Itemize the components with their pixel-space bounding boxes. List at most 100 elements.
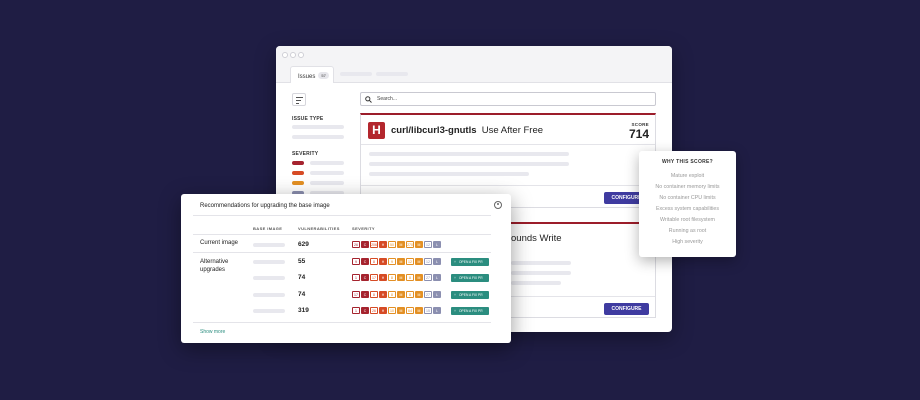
issue-title: curl/libcurl3-gnutls Use After Free	[391, 125, 543, 136]
severity-high-swatch[interactable]	[292, 171, 304, 175]
severity-chip: C	[361, 274, 369, 281]
open-fix-pr-label: OPEN A FIX PR	[458, 308, 483, 313]
issue-type-label: ISSUE TYPE	[292, 116, 324, 122]
popup-title: WHY THIS SCORE?	[661, 159, 714, 165]
pull-request-icon: ⑂	[454, 275, 456, 280]
severity-chip: M	[415, 307, 423, 314]
tab-issues[interactable]: Issues 57	[290, 66, 334, 83]
pull-request-icon: ⑂	[454, 308, 456, 313]
severity-chip: L	[433, 241, 441, 248]
severity-label: SEVERITY	[292, 151, 319, 157]
placeholder-line	[369, 172, 529, 176]
table-divider	[193, 322, 491, 323]
severity-chip: C	[361, 241, 369, 248]
severity-chip: 17	[352, 291, 360, 298]
window-titlebar	[276, 46, 672, 64]
severity-chip: L	[433, 307, 441, 314]
issue-type-option[interactable]	[292, 125, 344, 129]
severity-chip: 8	[370, 291, 378, 298]
vulnerability-count: 629	[298, 241, 309, 248]
vulnerability-count: 319	[298, 307, 309, 314]
severity-chip: 27	[424, 274, 432, 281]
issue-type-option[interactable]	[292, 135, 344, 139]
severity-critical-swatch[interactable]	[292, 161, 304, 165]
severity-chip: 1	[352, 307, 360, 314]
issue-card[interactable]: H curl/libcurl3-gnutls Use After Free SC…	[360, 113, 656, 208]
placeholder-line	[369, 152, 569, 156]
severity-chip: H	[379, 307, 387, 314]
severity-option[interactable]	[310, 191, 344, 195]
user-icon[interactable]	[494, 201, 502, 209]
base-image-recommendations-panel: Recommendations for upgrading the base i…	[181, 194, 511, 343]
score-reason: High severity	[672, 239, 703, 245]
severity-chip: 8	[370, 258, 378, 265]
severity-chip: L	[433, 274, 441, 281]
severity-chip: 17	[370, 274, 378, 281]
severity-chip: 50	[388, 241, 396, 248]
configure-button[interactable]: CONFIGURE	[604, 192, 649, 204]
open-fix-pr-button[interactable]: ⑂ OPEN A FIX PR	[451, 273, 489, 282]
window-minimize-dot[interactable]	[290, 52, 296, 58]
open-fix-pr-label: OPEN A FIX PR	[458, 259, 483, 264]
severity-chip: C	[361, 307, 369, 314]
filter-button[interactable]	[292, 93, 306, 106]
severity-chip: M	[415, 258, 423, 265]
severity-chip: 10	[388, 307, 396, 314]
severity-chip: H	[379, 291, 387, 298]
configure-button[interactable]: CONFIGURE	[604, 303, 649, 315]
base-image-name	[253, 276, 285, 280]
severity-chip: 8	[406, 274, 414, 281]
placeholder-line	[511, 271, 571, 275]
severity-chip: M	[397, 258, 405, 265]
base-image-name	[253, 260, 285, 264]
placeholder-line	[369, 162, 569, 166]
search-placeholder: Search...	[377, 96, 398, 102]
placeholder-line	[511, 261, 571, 265]
issue-type: ounds Write	[511, 233, 562, 244]
open-fix-pr-label: OPEN A FIX PR	[458, 275, 483, 280]
package-name: curl/libcurl3-gnutls	[391, 125, 477, 136]
severity-chip: M	[397, 274, 405, 281]
severity-option[interactable]	[310, 181, 344, 185]
show-more-link[interactable]: Show more	[200, 329, 226, 335]
severity-chip: 8	[406, 291, 414, 298]
score-reason: Writable root filesystem	[660, 217, 715, 223]
severity-chip: 26	[352, 241, 360, 248]
severity-chip: M	[397, 307, 405, 314]
search-input[interactable]: Search...	[360, 92, 656, 106]
severity-option[interactable]	[310, 171, 344, 175]
base-image-name	[253, 309, 285, 313]
severity-chip: M	[397, 291, 405, 298]
severity-chip: 9	[352, 258, 360, 265]
why-this-score-popup: WHY THIS SCORE? Mature exploit No contai…	[639, 151, 736, 257]
severity-chip: 9	[388, 258, 396, 265]
open-fix-pr-button[interactable]: ⑂ OPEN A FIX PR	[451, 306, 489, 315]
window-maximize-dot[interactable]	[298, 52, 304, 58]
severity-chip: 8	[388, 291, 396, 298]
score-label: SCORE	[631, 122, 649, 127]
table-divider	[193, 234, 491, 235]
open-fix-pr-button[interactable]: ⑂ OPEN A FIX PR	[451, 290, 489, 299]
severity-chip: C	[361, 291, 369, 298]
severity-low-swatch[interactable]	[292, 191, 304, 195]
placeholder-line	[511, 281, 561, 285]
open-fix-pr-button[interactable]: ⑂ OPEN A FIX PR	[451, 257, 489, 266]
severity-medium-swatch[interactable]	[292, 181, 304, 185]
base-image-name	[253, 293, 285, 297]
window-close-dot[interactable]	[282, 52, 288, 58]
severity-option[interactable]	[310, 161, 344, 165]
table-divider	[193, 252, 491, 253]
search-icon	[365, 96, 372, 103]
tab-placeholder[interactable]	[376, 72, 408, 76]
score-reason: Excess system capabilities	[656, 206, 719, 212]
vulnerability-count: 74	[298, 274, 306, 281]
tab-issues-label: Issues	[298, 74, 316, 80]
panel-title: Recommendations for upgrading the base i…	[200, 203, 330, 209]
alternative-upgrades-label: Alternative upgrades	[200, 259, 229, 273]
severity-chip: 206	[370, 241, 378, 248]
tab-placeholder[interactable]	[340, 72, 372, 76]
score-value: 714	[628, 127, 649, 141]
severity-chip: H	[379, 274, 387, 281]
card-divider	[361, 144, 655, 145]
severity-chip: 12	[424, 258, 432, 265]
